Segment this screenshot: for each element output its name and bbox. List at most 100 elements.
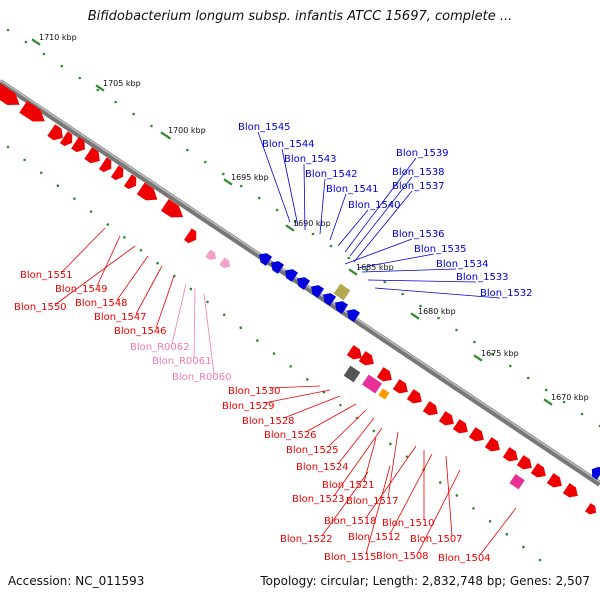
track-dot: [156, 261, 159, 265]
reverse-gene-arrow: [259, 253, 273, 266]
gene-label: Blon_1541: [326, 184, 379, 195]
rna-gene-arrow: [205, 249, 217, 261]
track-dot: [257, 196, 261, 200]
gene-label: Blon_R0061: [152, 356, 212, 367]
gene-label: Blon_1551: [20, 270, 73, 281]
forward-gene-arrow: [84, 147, 100, 164]
track-dot: [239, 184, 243, 188]
label-leader: [321, 471, 369, 537]
track-dot: [239, 326, 243, 329]
label-leader: [155, 275, 175, 329]
forward-gene-arrow: [376, 367, 392, 382]
track-dot: [491, 352, 494, 356]
label-leader: [337, 417, 375, 465]
gene-label: Blon_1545: [238, 122, 291, 133]
gene-label: Blon_1525: [286, 445, 339, 456]
track-dot: [6, 145, 10, 149]
track-dot: [522, 545, 525, 549]
gene-label: Blon_1543: [284, 154, 337, 165]
label-leader: [303, 163, 306, 231]
reverse-strand-genes: [259, 253, 600, 480]
gene-label: Blon_1540: [348, 200, 401, 211]
reverse-gene-arrow: [311, 285, 325, 298]
label-leader: [365, 445, 417, 519]
track-dot: [383, 280, 387, 284]
gene-label: Blon_1517: [346, 496, 399, 507]
label-leaders: [55, 131, 517, 556]
tick-mark: [95, 84, 105, 92]
inner-dotted-track: [6, 145, 542, 562]
label-leader: [365, 465, 391, 555]
tick-mark: [473, 354, 483, 362]
track-dot: [275, 208, 279, 212]
label-leader: [269, 385, 321, 389]
label-leader: [357, 253, 435, 269]
track-dot: [305, 378, 309, 381]
tick-mark: [543, 398, 553, 406]
track-dot: [78, 76, 82, 80]
label-leader: [374, 287, 501, 299]
track-dot: [42, 52, 46, 56]
label-leader: [417, 469, 461, 554]
track-dot: [293, 220, 297, 224]
forward-gene-arrow: [452, 419, 468, 434]
reverse-gene-arrow: [335, 301, 349, 314]
track-dot: [455, 328, 458, 332]
forward-gene-arrow: [123, 174, 137, 190]
track-dot: [56, 184, 60, 188]
reverse-gene-arrow: [323, 293, 337, 306]
forward-gene-arrow: [530, 463, 546, 478]
forward-gene-arrow: [183, 228, 197, 244]
track-dot: [222, 313, 226, 317]
gene-label: Blon_1515: [324, 552, 377, 563]
forward-gene-arrow: [358, 351, 374, 366]
forward-gene-arrow: [546, 473, 562, 488]
gene-label: Blon_1547: [94, 312, 147, 323]
gene-label: Blon_R0062: [130, 342, 190, 353]
gene-label: Blon_1523: [292, 494, 345, 505]
reverse-gene-arrow: [591, 466, 600, 480]
forward-gene-arrow: [98, 157, 112, 173]
rna-gene-arrow: [219, 257, 231, 269]
track-dot: [114, 100, 117, 104]
other-features: [333, 283, 525, 490]
label-leader: [337, 209, 369, 247]
tick-label: 1670 kbp: [551, 393, 589, 402]
gene-label: Blon_1550: [14, 302, 67, 313]
forward-gene-arrow: [47, 124, 63, 141]
track-dot: [544, 388, 548, 392]
track-dot: [329, 244, 333, 248]
track-dot: [206, 300, 209, 304]
forward-gene-arrow: [484, 437, 500, 452]
label-leader: [135, 265, 163, 315]
track-dot: [24, 40, 28, 44]
gene-label: Blon_1530: [228, 386, 281, 397]
forward-gene-arrow: [19, 100, 45, 122]
label-leader: [349, 176, 413, 257]
gene-label: Blon_1504: [438, 553, 491, 564]
gene-label: Blon_1518: [324, 516, 377, 527]
track-dot: [389, 442, 392, 446]
track-dot: [401, 292, 404, 296]
tick-mark: [31, 38, 41, 46]
label-leader: [344, 238, 413, 265]
track-dot: [509, 364, 512, 368]
label-leader: [263, 389, 331, 404]
gene-label: Blon_1535: [414, 244, 467, 255]
gene-label: Blon_1524: [296, 462, 349, 473]
track-dot: [347, 256, 351, 260]
tick-mark: [285, 224, 295, 232]
forward-gene-arrow: [346, 345, 362, 360]
label-leader: [61, 227, 106, 273]
forward-gene-arrow: [585, 503, 597, 515]
label-leader: [281, 148, 299, 227]
label-leader: [445, 455, 453, 537]
track-dot: [355, 416, 359, 420]
track-dot: [123, 236, 126, 239]
genome-summary-text: Topology: circular; Length: 2,832,748 bp…: [260, 574, 590, 588]
track-dot: [221, 172, 225, 176]
forward-gene-arrow: [136, 182, 158, 201]
reverse-gene-arrow: [297, 277, 311, 290]
track-dot: [6, 28, 10, 32]
